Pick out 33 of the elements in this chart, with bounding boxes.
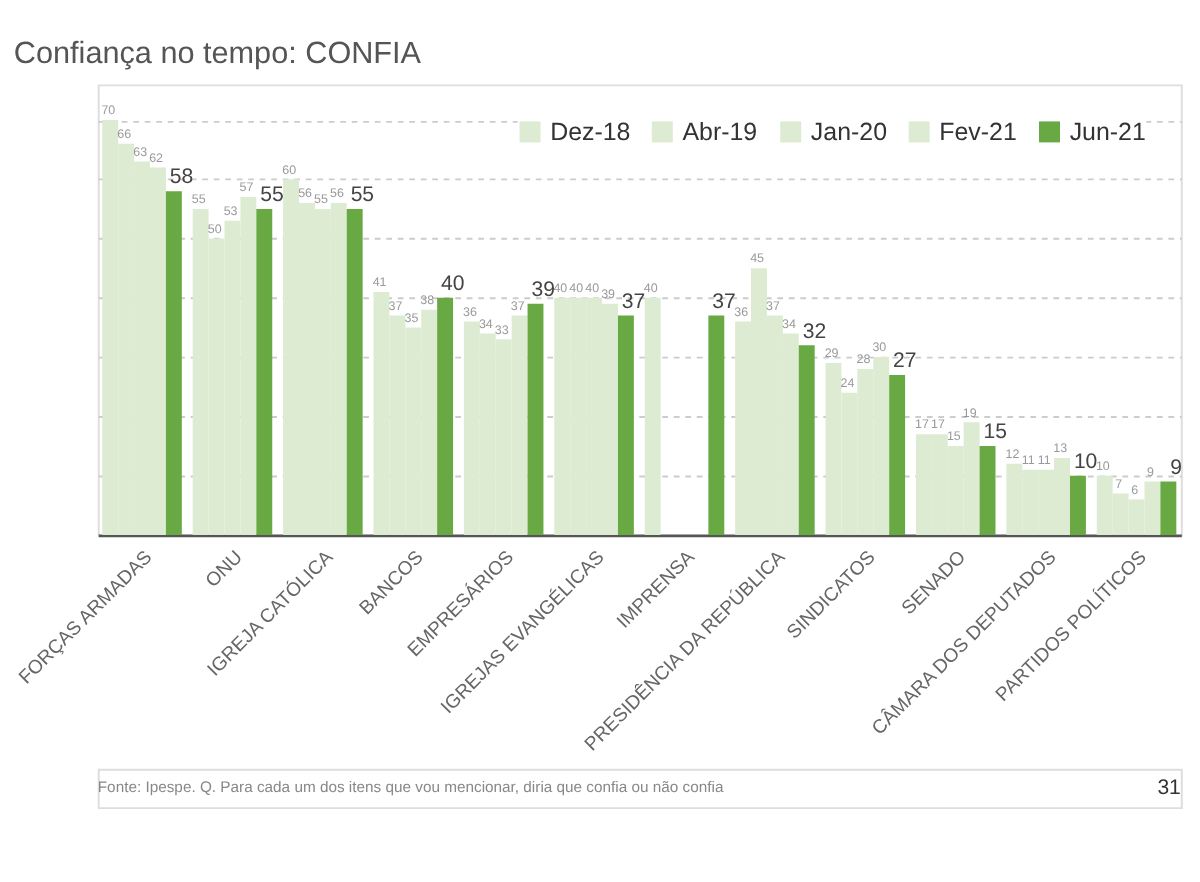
bar [256, 208, 273, 535]
data-label: 27 [893, 349, 917, 374]
legend-label: Fev-21 [939, 117, 1017, 146]
bar [346, 208, 363, 535]
data-label: 9 [1170, 455, 1183, 480]
data-label: 55 [260, 183, 284, 208]
data-label: 37 [621, 289, 646, 314]
source-note: Fonte: Ipespe. Q. Para cada um dos itens que vou mencionar, diria que confia ou não confia [97, 777, 725, 796]
bar [165, 191, 182, 535]
data-label: 15 [983, 420, 1008, 445]
bar [644, 297, 661, 535]
data-label: 40 [441, 272, 465, 297]
bar [1069, 475, 1086, 535]
bar [1160, 481, 1177, 535]
bar [708, 315, 725, 535]
bar [979, 446, 996, 535]
legend-label: Dez-18 [550, 117, 631, 146]
data-label: 10 [1073, 449, 1098, 474]
data-label: 32 [802, 319, 827, 344]
bar [617, 315, 634, 535]
data-label: 37 [712, 289, 736, 314]
text: 31 [1157, 775, 1182, 800]
chart-title: Confiança no tempo: CONFIA [13, 37, 423, 72]
data-label: 55 [350, 183, 375, 208]
data-label: 58 [169, 165, 194, 190]
bar [437, 297, 454, 535]
legend-label: Jan-20 [810, 117, 888, 146]
bar [798, 345, 815, 535]
bar [889, 374, 906, 535]
data-label: 39 [531, 278, 556, 303]
legend-label: Jun-21 [1069, 117, 1146, 146]
legend-label: Abr-19 [682, 117, 758, 146]
bar [527, 303, 544, 535]
